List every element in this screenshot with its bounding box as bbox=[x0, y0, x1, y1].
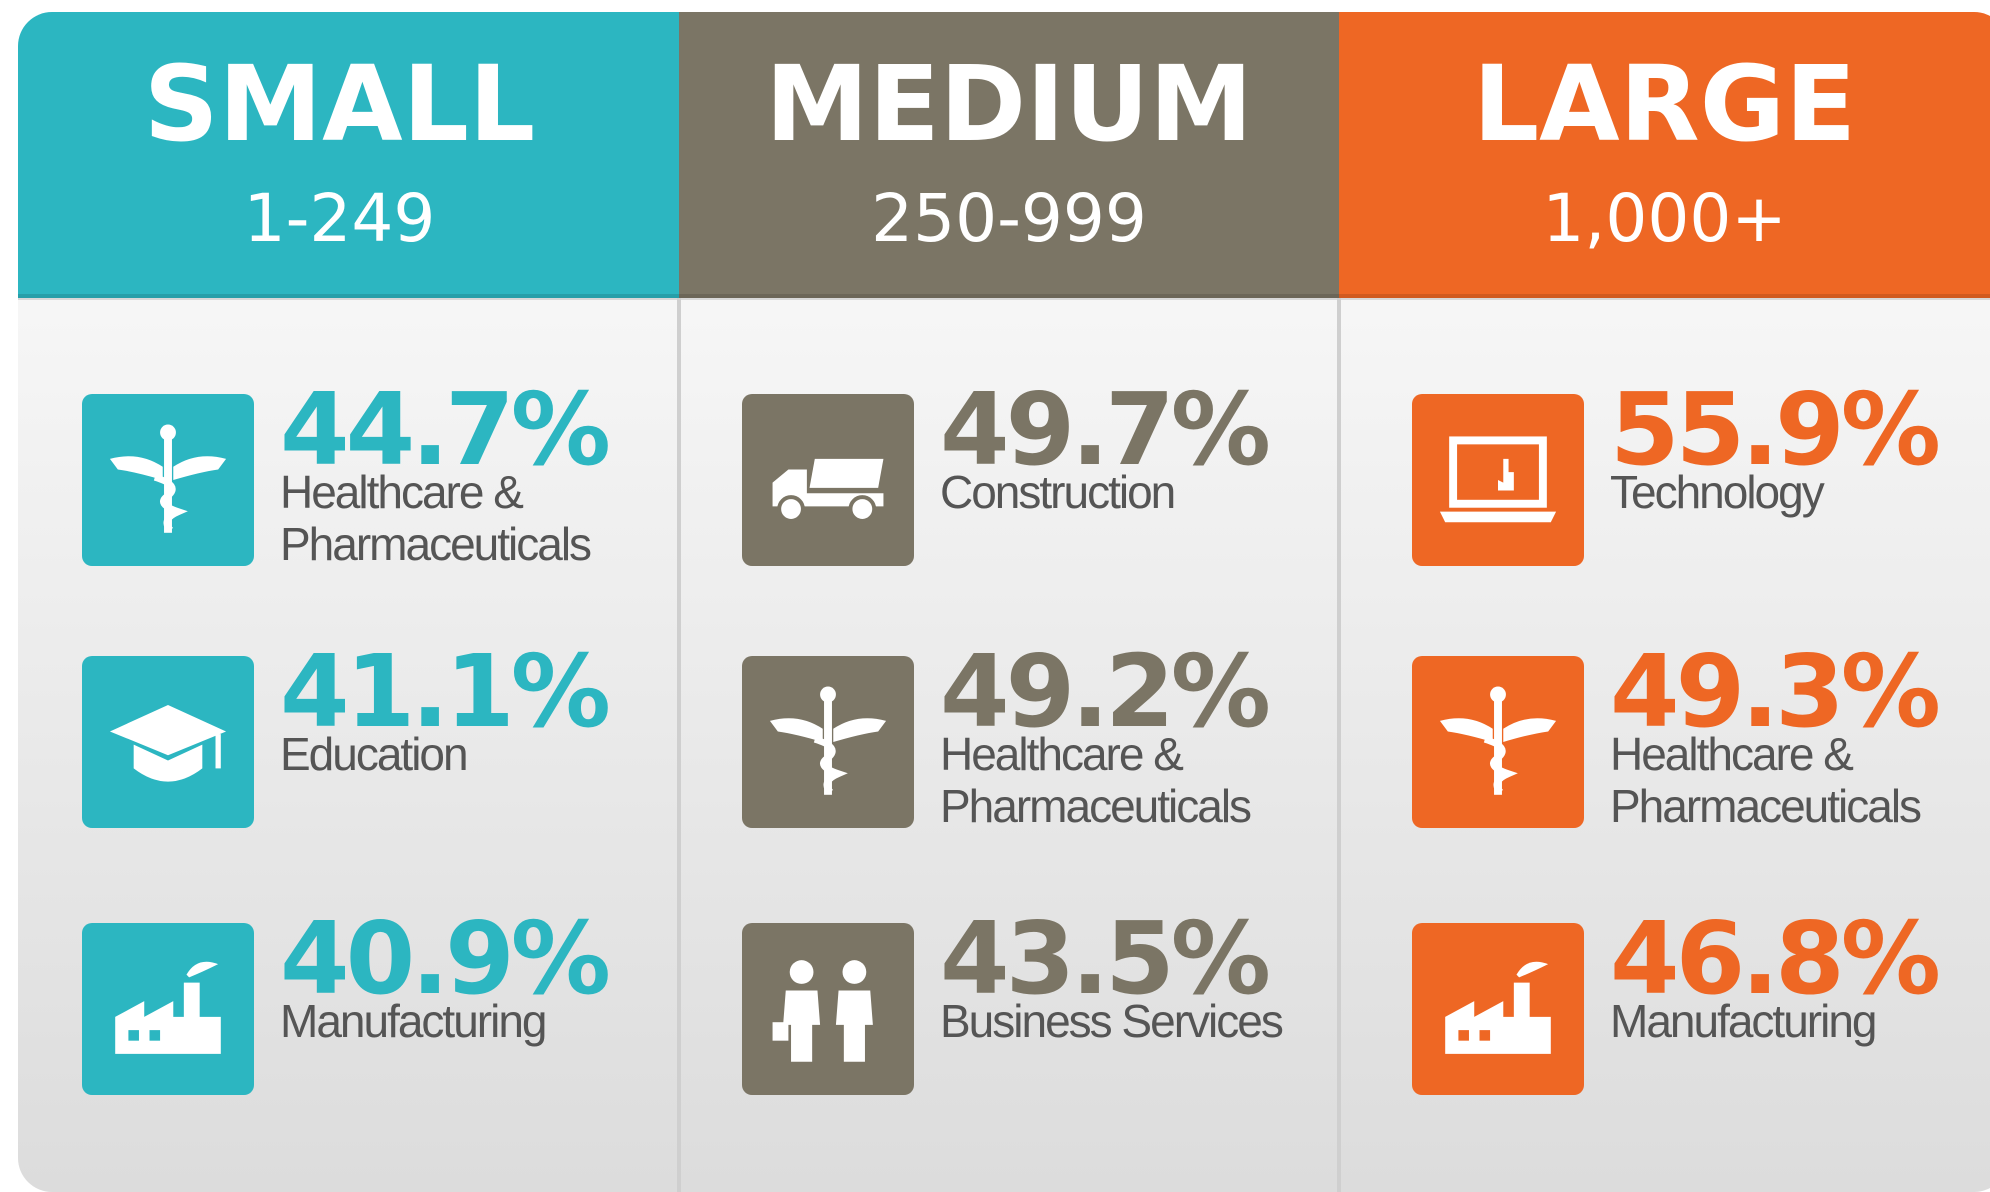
column-divider bbox=[1337, 298, 1341, 1192]
percentage: 49.3% bbox=[1610, 633, 1939, 750]
percentage: 55.9% bbox=[1610, 371, 1939, 488]
header-shadow bbox=[18, 294, 679, 300]
industry-label: Healthcare & bbox=[280, 466, 523, 518]
percentage: 40.9% bbox=[280, 900, 609, 1017]
percentage: 49.7% bbox=[940, 371, 1269, 488]
industry-label: Manufacturing bbox=[280, 995, 546, 1047]
header-shadow bbox=[1339, 294, 1990, 300]
industry-item: 46.8%Manufacturing bbox=[1412, 900, 1943, 1095]
industry-label: Pharmaceuticals bbox=[940, 780, 1251, 832]
industry-label: Pharmaceuticals bbox=[280, 518, 591, 570]
industry-label: Manufacturing bbox=[1610, 995, 1876, 1047]
industry-label: Healthcare & bbox=[1610, 728, 1853, 780]
header-shadow bbox=[679, 294, 1339, 300]
column-title: LARGE bbox=[1473, 43, 1856, 165]
percentage: 43.5% bbox=[940, 900, 1269, 1017]
industry-item: 49.3%Healthcare &Pharmaceuticals bbox=[1412, 633, 1943, 832]
column-header bbox=[1339, 12, 1990, 298]
column-divider bbox=[677, 298, 681, 1192]
industry-label: Construction bbox=[940, 466, 1174, 518]
column-header bbox=[18, 12, 679, 298]
industry-item: 40.9%Manufacturing bbox=[82, 900, 613, 1095]
column-title: SMALL bbox=[144, 43, 535, 165]
percentage: 41.1% bbox=[280, 633, 609, 750]
industry-item: 44.7%Healthcare &Pharmaceuticals bbox=[82, 371, 613, 570]
industry-item: 41.1%Education bbox=[82, 633, 613, 828]
industry-label: Technology bbox=[1610, 466, 1825, 518]
column-title: MEDIUM bbox=[765, 43, 1253, 165]
column-range: 250-999 bbox=[871, 180, 1147, 257]
industry-label: Education bbox=[280, 728, 467, 780]
column-header bbox=[679, 12, 1339, 298]
industry-item: 55.9%Technology bbox=[1412, 371, 1943, 566]
percentage: 44.7% bbox=[280, 371, 609, 488]
percentage: 46.8% bbox=[1610, 900, 1939, 1017]
industry-item: 43.5%Business Services bbox=[742, 900, 1285, 1095]
icon-tile bbox=[742, 923, 914, 1095]
column-range: 1-249 bbox=[244, 180, 436, 257]
industry-item: 49.7%Construction bbox=[742, 371, 1273, 566]
industry-label: Business Services bbox=[940, 995, 1283, 1047]
industry-label: Healthcare & bbox=[940, 728, 1183, 780]
percentage: 49.2% bbox=[940, 633, 1269, 750]
industry-item: 49.2%Healthcare &Pharmaceuticals bbox=[742, 633, 1273, 832]
industry-label: Pharmaceuticals bbox=[1610, 780, 1921, 832]
column-range: 1,000+ bbox=[1542, 180, 1786, 257]
